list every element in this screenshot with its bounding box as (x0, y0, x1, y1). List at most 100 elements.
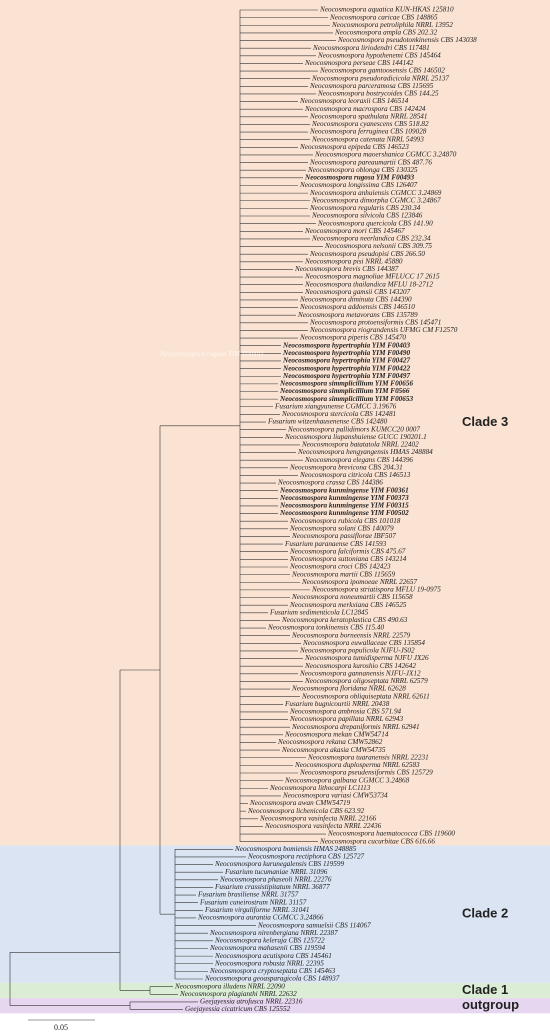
taxon-label: Neocosmospora obliquiseptata NRRL 62611 (301, 692, 430, 700)
taxon-label: Geejayessia atrofusca NRRL 22316 (200, 998, 303, 1006)
taxon-label: Neocosmospora citricola CBS 146513 (299, 471, 411, 479)
taxon-label: Neocosmospora euwallaceae CBS 135854 (302, 639, 425, 647)
taxon-label: Fusarium witzenhausenense CBS 142480 (267, 418, 388, 426)
taxon-label: Neocosmospora macrospora CBS 142424 (304, 105, 426, 113)
taxon-label: Neocosmospora cucurbitae CBS 616.66 (319, 837, 435, 845)
taxon-label: Neocosmospora catenata NRRL 54993 (311, 135, 424, 143)
taxon-label: Neocosmospora nelsonii CBS 309.75 (324, 242, 432, 250)
taxon-label: Neocosmospora acutispora CBS 145461 (214, 952, 332, 960)
taxon-label: Neocosmospora floridana NRRL 62628 (291, 685, 406, 693)
taxon-label: Neocosmospora striatispora MFLU 19-0975 (311, 586, 441, 594)
taxon-label: Neocosmospora metavorans CBS 135789 (297, 311, 418, 319)
taxon-label: Fusarium tucumaniae NRRL 31096 (224, 868, 328, 876)
clade-label: Clade 3 (462, 414, 508, 429)
taxon-label: Neocosmospora passiflorae IBF507 (291, 532, 396, 540)
taxon-label: Fusarium sedimenticola LC12845 (269, 608, 369, 616)
taxon-label: Neocosmospora dimorpha CGMCC 3.24867 (311, 196, 441, 204)
taxon-label: Neocosmospora pallidimors KUMCC20 0007 (287, 425, 420, 433)
taxon-label: Neocosmospora akasia CMW54735 (281, 746, 386, 754)
taxon-label: Neocosmospora solani CBS 140079 (289, 524, 394, 532)
taxon-label: Neocosmospora ferruginea CBS 109028 (309, 128, 427, 136)
clade-band (0, 845, 550, 983)
taxon-label: Neocosmospora galbana CGMCC 3.24868 (284, 776, 410, 784)
taxon-label: Neocosmospora maoershanica CGMCC 3.24870 (314, 151, 457, 159)
taxon-label: Neocosmospora haematococca CBS 119600 (327, 830, 455, 838)
taxon-label: Neocosmospora vasinfecta NRRL 22436 (264, 822, 382, 830)
taxon-label: Neocosmospora hengyangensis HMAS 248884 (297, 448, 433, 456)
taxon-label: Geejayessia cicatricum CBS 125552 (185, 1005, 291, 1013)
taxon-label: Neocosmospora hypertrophia YIM F00427 (282, 357, 410, 365)
taxon-label: Neocosmospora borneensis NRRL 22579 (291, 631, 411, 639)
taxon-label: Neocosmospora lithocarpi LC1113 (269, 784, 371, 792)
taxon-label: Neocosmospora kunmingense YIM F00502 (279, 509, 409, 517)
taxon-label: Neocosmospora gamtoosensis CBS 146502 (319, 67, 445, 75)
taxon-label: Neocosmospora kunmingense YIM F00373 (279, 494, 409, 502)
taxon-label: Neocosmospora nirenbergiana NRRL 22387 (209, 929, 338, 937)
taxon-label: Neocosmospora noneumartii CBS 115658 (291, 593, 413, 601)
clade-band (0, 982, 550, 999)
taxon-label: Neocosmospora ambrosia CBS 571.94 (289, 708, 402, 716)
taxon-label: Neocosmospora mekan CMW54714 (284, 731, 389, 739)
taxon-label: Neocosmospora thailandica MFLU 18-2712 (304, 280, 433, 288)
taxon-label: Neocosmospora mori CBS 145467 (304, 227, 405, 235)
taxon-label: Neocosmospora suttoniana CBS 143214 (289, 555, 407, 563)
taxon-label: Fusarium xiangyunense CGMCC 3.19676 (274, 402, 397, 410)
watermark: Neocosmospora rugosa YIM F00493 (159, 350, 264, 358)
taxon-label: Neocosmospora addoensis CBS 146510 (299, 303, 415, 311)
taxon-label: Neocosmospora cyanescens CBS 518.82 (311, 120, 429, 128)
taxon-label: Neocosmospora drepaniformis NRRL 62941 (291, 723, 420, 731)
taxon-label: Neocosmospora diminuta CBS 144390 (299, 296, 412, 304)
taxon-label: Neocosmospora kunmingense YIM F00361 (279, 486, 409, 494)
taxon-label: Fusarium crassistipitatum NRRL 36877 (214, 883, 330, 891)
taxon-label: Neocosmospora pseudoradicicola NRRL 2513… (311, 74, 449, 82)
taxon-label: Neocosmospora illudens NRRL 22090 (174, 982, 285, 990)
taxon-label: Neocosmospora parceramosa CBS 115695 (309, 82, 434, 90)
taxon-labels: Neocosmospora aquatica KUN-HKAS 125810Ne… (174, 6, 477, 1014)
taxon-label: Neocosmospora tumidisperma NJFU JX26 (304, 654, 429, 662)
taxon-label: Neocosmospora gamsii CBS 143207 (304, 288, 411, 296)
taxon-label: Neocosmospora oblonga CBS 130325 (307, 166, 418, 174)
taxon-label: Neocosmospora caricae CBS 148865 (329, 13, 438, 21)
taxon-label: Neocosmospora rekana CMW52862 (277, 738, 383, 746)
taxon-label: Neocosmospora keleraja CBS 125722 (214, 937, 325, 945)
taxon-label: Neocosmospora brevis CBS 144387 (294, 265, 399, 273)
taxon-label: Neocosmospora epipeda CBS 146523 (299, 143, 409, 151)
taxon-label: Fusarium cuneirostrum NRRL 31157 (199, 898, 307, 906)
taxon-label: Neocosmospora neerlandica CBS 232.34 (311, 235, 431, 243)
taxon-label: Neocosmospora crassa CBS 144386 (277, 479, 383, 487)
taxon-label: Neocosmospora batatatola NRRL 22402 (301, 441, 419, 449)
taxon-label: Neocosmospora pareaumartii CBS 487.76 (309, 158, 432, 166)
taxon-label: Neocosmospora bomiensis HMAS 248885 (234, 845, 357, 853)
taxon-label: Neocosmospora spathulata NRRL 28541 (309, 112, 427, 120)
taxon-label: Neocosmospora rubicola CBS 101018 (289, 517, 401, 525)
taxon-label: Neocosmospora liriodendri CBS 117481 (312, 44, 430, 52)
taxon-label: Neocosmospora populicola NJFU-JS02 (299, 647, 415, 655)
taxon-label: Fusarium paranaense CBS 141593 (284, 540, 387, 548)
taxon-label: Neocosmospora simmplicillium YIM F0566 (279, 387, 410, 395)
taxon-label: Neocosmospora croci CBS 142423 (289, 563, 391, 571)
taxon-label: Neocosmospora hypertrophia YIM F00422 (282, 364, 410, 372)
taxon-label: Neocosmospora papillata NRRL 62943 (289, 715, 403, 723)
taxon-label: Neocosmospora kunmingense YIM F00315 (279, 502, 409, 510)
taxon-label: Neocosmospora pseudopisi CBS 266.50 (309, 250, 425, 258)
taxon-label: Neocosmospora vasinfecta NRRL 22166 (259, 814, 377, 822)
taxon-label: Neocosmospora duplosperma NRRL 62583 (294, 761, 420, 769)
taxon-label: Neocosmospora pseudensiformis CBS 125729 (299, 769, 433, 777)
taxon-label: Neocosmospora hypothenemi CBS 145464 (317, 51, 441, 59)
taxon-label: Neocosmospora hypertrophia YIM F00490 (282, 349, 410, 357)
taxon-label: Neocosmospora cryptoseptata CBS 145463 (209, 967, 336, 975)
clade-label: Clade 1 (462, 982, 508, 997)
taxon-label: Neocosmospora rectiphora CBS 125727 (247, 853, 365, 861)
taxon-label: Neocosmospora kuroshio CBS 142642 (304, 662, 416, 670)
taxon-label: Neocosmospora pisi NRRL 45880 (304, 257, 403, 265)
scale-label: 0.05 (54, 1023, 68, 1032)
taxon-label: Neocosmospora simmplicillium YIM F00656 (279, 380, 413, 388)
taxon-label: Neocosmospora robusta NRRL 22395 (214, 959, 324, 967)
taxon-label: Neocosmospora hypertrophia YIM F00497 (282, 372, 410, 380)
clade-label: outgroup (462, 997, 519, 1012)
taxon-label: Neocosmospora variasi CMW53734 (282, 792, 388, 800)
taxon-label: Neocosmospora geoasparagicola CBS 148937 (204, 975, 340, 983)
tree-branches (9, 9, 336, 1010)
taxon-label: Neocosmospora martii CBS 115659 (291, 570, 395, 578)
